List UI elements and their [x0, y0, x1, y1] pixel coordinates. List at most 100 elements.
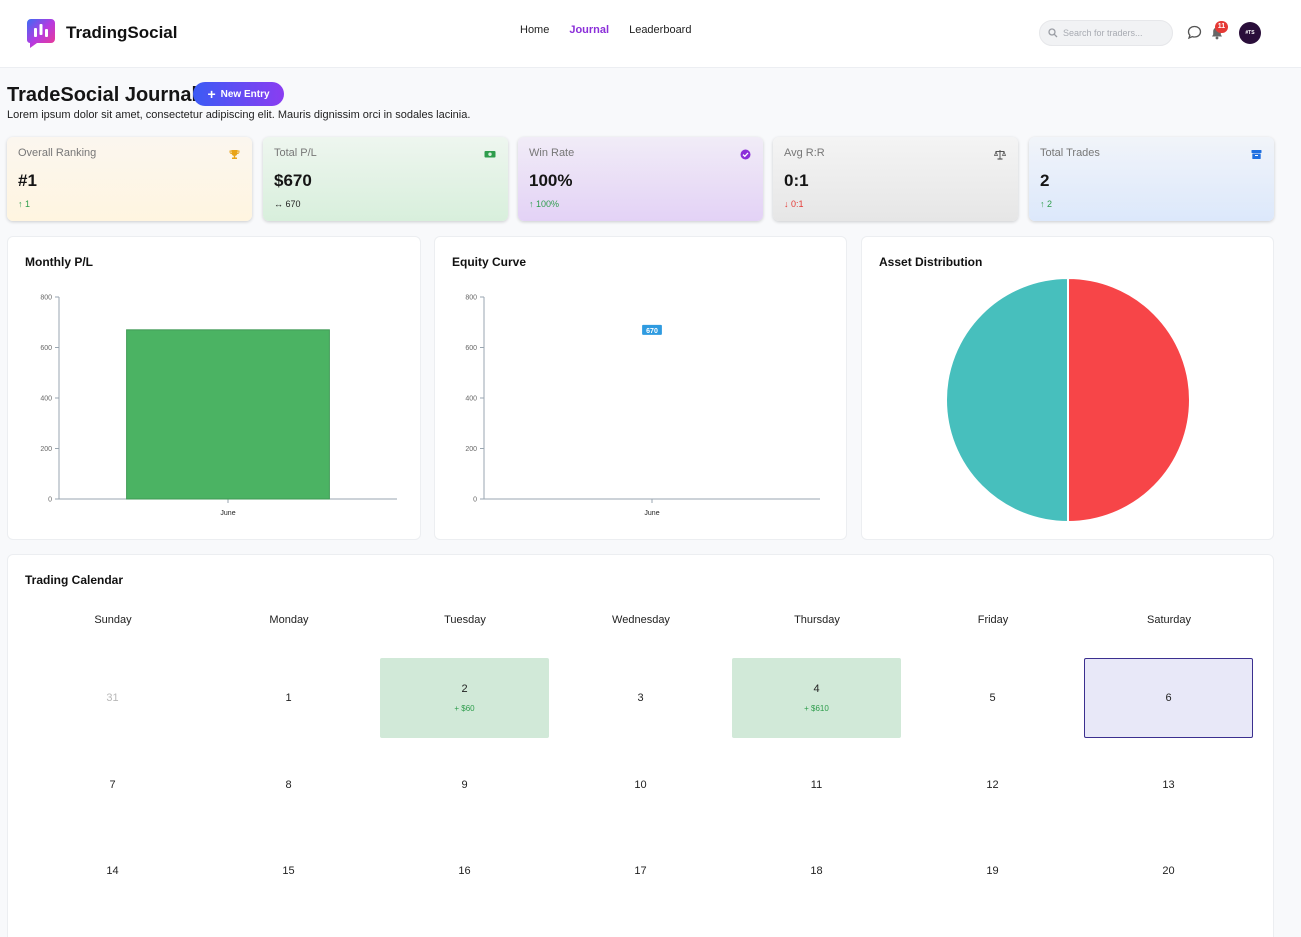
stat-card-win-rate[interactable]: Win Rate 100% ↑ 100%	[518, 137, 763, 221]
calendar-day-number: 1	[285, 692, 292, 704]
calendar-day-cell[interactable]: 31	[28, 658, 197, 738]
data-label-box	[642, 324, 662, 335]
y-tick-label: 800	[465, 295, 477, 302]
pie-slice-1[interactable]	[945, 276, 1069, 524]
calendar-day-cell[interactable]: 3	[556, 658, 725, 738]
new-entry-button[interactable]: + New Entry	[193, 82, 284, 106]
notification-count-badge: 11	[1215, 21, 1228, 33]
monthly-pl-title: Monthly P/L	[25, 255, 93, 269]
calendar-day-number: 9	[461, 779, 468, 791]
calendar-day-cell[interactable]: 4 + $610	[732, 658, 901, 738]
calendar-day-cell[interactable]: 11	[732, 745, 901, 825]
y-tick-label: 400	[40, 396, 52, 403]
calendar-day-header-wednesday: Wednesday	[612, 614, 670, 626]
x-tick-label: June	[644, 510, 659, 517]
calendar-day-cell[interactable]: 10	[556, 745, 725, 825]
chat-icon[interactable]	[1187, 25, 1202, 40]
calendar-day-cell[interactable]: 13	[1084, 745, 1253, 825]
calendar-day-header-tuesday: Tuesday	[444, 614, 486, 626]
y-tick-label: 200	[465, 446, 477, 453]
calendar-day-cell[interactable]: 12	[908, 745, 1077, 825]
user-avatar[interactable]: #TS	[1239, 22, 1261, 44]
stat-change: ↔ 670	[274, 199, 301, 209]
calendar-day-cell[interactable]: 15	[204, 831, 373, 911]
y-tick-label: 0	[473, 497, 477, 504]
calendar-day-number: 3	[637, 692, 644, 704]
stat-value: 0:1	[784, 171, 809, 190]
equity-curve-panel: Equity Curve 0 200 400 600 800 June 670	[434, 236, 847, 540]
calendar-day-number: 4	[813, 683, 820, 695]
calendar-day-header-friday: Friday	[977, 614, 1009, 626]
monthly-pl-chart: 0 200 400 600 800 June	[40, 295, 397, 517]
search-icon	[1048, 28, 1058, 38]
search-box	[1039, 20, 1173, 46]
equity-curve-chart: 0 200 400 600 800 June 670	[465, 295, 820, 517]
calendar-day-cell[interactable]: 17	[556, 831, 725, 911]
check-badge-icon	[740, 149, 751, 160]
y-tick-label: 0	[48, 497, 52, 504]
nav-leaderboard[interactable]: Leaderboard	[629, 24, 692, 36]
y-tick-label: 800	[40, 295, 52, 302]
calendar-day-cell[interactable]: 7	[28, 745, 197, 825]
calendar-day-number: 6	[1165, 692, 1172, 704]
top-header: TradingSocial Home Journal Leaderboard 1…	[0, 0, 1301, 68]
brand-name[interactable]: TradingSocial	[66, 23, 178, 42]
search-input[interactable]	[1063, 28, 1163, 38]
trading-calendar-panel: Trading Calendar	[7, 554, 1274, 937]
bar-june[interactable]	[126, 329, 330, 500]
calendar-day-cell[interactable]: 9	[380, 745, 549, 825]
calendar-day-cell[interactable]: 8	[204, 745, 373, 825]
stat-value: 2	[1040, 171, 1050, 190]
asset-distribution-chart	[945, 276, 1191, 524]
y-tick-label: 600	[40, 345, 52, 352]
calendar-day-number: 15	[282, 865, 295, 877]
archive-icon	[1251, 150, 1262, 159]
calendar-day-number: 5	[989, 692, 996, 704]
calendar-day-number: 10	[634, 779, 647, 791]
calendar-day-cell[interactable]: 20	[1084, 831, 1253, 911]
main-nav: Home Journal Leaderboard	[520, 24, 691, 36]
tradingsocial-logo-icon[interactable]	[26, 17, 56, 49]
cash-icon	[484, 151, 496, 158]
calendar-day-cell[interactable]: 18	[732, 831, 901, 911]
stat-label: Total Trades	[1040, 147, 1100, 159]
calendar-day-cell[interactable]: 2 + $60	[380, 658, 549, 738]
equity-curve-title: Equity Curve	[452, 255, 527, 269]
stat-label: Win Rate	[529, 147, 575, 159]
calendar-day-cell[interactable]: 1	[204, 658, 373, 738]
plus-icon: +	[207, 86, 216, 102]
calendar-day-number: 20	[1162, 865, 1175, 877]
nav-home[interactable]: Home	[520, 24, 550, 36]
calendar-day-number: 13	[1162, 779, 1175, 791]
stat-value: 100%	[529, 171, 573, 190]
trophy-icon	[229, 150, 240, 159]
calendar-day-cell[interactable]: 19	[908, 831, 1077, 911]
calendar-day-number: 8	[285, 779, 292, 791]
asset-distribution-title: Asset Distribution	[879, 255, 983, 269]
stat-card-total-trades[interactable]: Total Trades 2 ↑ 2	[1029, 137, 1274, 221]
y-tick-label: 200	[40, 446, 52, 453]
calendar-day-number: 31	[106, 692, 119, 704]
calendar-day-pnl: + $610	[804, 704, 829, 713]
calendar-day-number: 19	[986, 865, 999, 877]
stat-card-avg-rr[interactable]: Avg R:R 0:1 ↓ 0:1	[773, 137, 1018, 221]
page-subtitle: Lorem ipsum dolor sit amet, consectetur …	[7, 109, 471, 121]
pie-slice-0[interactable]	[1067, 276, 1191, 524]
calendar-day-cell[interactable]: 16	[380, 831, 549, 911]
calendar-day-header-saturday: Saturday	[1146, 614, 1192, 626]
stat-card-ranking[interactable]: Overall Ranking #1 ↑ 1	[7, 137, 252, 221]
stat-value: #1	[18, 171, 37, 190]
nav-journal[interactable]: Journal	[569, 24, 610, 36]
calendar-day-cell[interactable]: 6	[1084, 658, 1253, 738]
calendar-day-number: 12	[986, 779, 999, 791]
calendar-day-cell[interactable]: 5	[908, 658, 1077, 738]
calendar-day-cell[interactable]: 14	[28, 831, 197, 911]
stat-card-total-pl[interactable]: Total P/L $670 ↔ 670	[263, 137, 508, 221]
calendar-day-number: 16	[458, 865, 471, 877]
stat-change: ↓ 0:1	[784, 199, 804, 209]
page-title: TradeSocial Journal	[7, 84, 198, 106]
calendar-day-number: 14	[106, 865, 119, 877]
y-tick-label: 400	[465, 396, 477, 403]
y-tick-label: 600	[465, 345, 477, 352]
calendar-day-header-thursday: Thursday	[794, 614, 840, 626]
